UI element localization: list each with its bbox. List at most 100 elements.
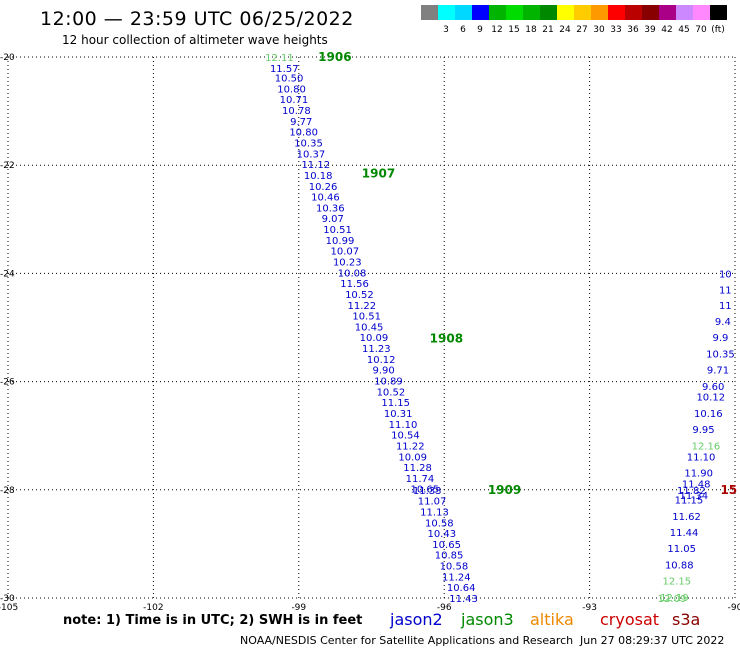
wave-height-point: 9.4: [715, 317, 731, 328]
legend-label: 15: [508, 25, 520, 35]
legend-swatch: [489, 5, 506, 20]
units-note: note: 1) Time is in UTC; 2) SWH is in fe…: [63, 613, 363, 628]
wave-height-point: 10.18: [304, 171, 333, 182]
wave-height-point: 11: [719, 301, 732, 312]
legend-swatch: [421, 5, 438, 20]
wave-height-point: 10.26: [309, 182, 338, 193]
wave-height-point: 10.36: [316, 203, 345, 214]
y-tick-label: -28: [0, 486, 15, 496]
wave-height-point: 9.71: [707, 366, 729, 377]
wave-height-point: 9.77: [290, 117, 312, 128]
wave-height-point: 10.09: [360, 333, 389, 344]
legend-swatch: [557, 5, 574, 20]
wave-height-point: 10.71: [280, 95, 309, 106]
legend-label: 33: [610, 25, 622, 35]
satellite-label-cryosat: cryosat: [600, 610, 660, 629]
legend-swatch: [455, 5, 472, 20]
legend-label: 27: [576, 25, 588, 35]
wave-height-point: 11.56: [340, 279, 369, 290]
wave-height-point: 9.90: [372, 366, 394, 377]
wave-height-point: 11.22: [347, 301, 376, 312]
map-subtitle: 12 hour collection of altimeter wave hei…: [62, 33, 328, 47]
wave-height-point: 11.33: [413, 486, 442, 497]
wave-height-point: 10.58: [425, 518, 454, 529]
wave-height-point: 10.80: [289, 128, 318, 139]
legend-swatch: [472, 5, 489, 20]
wave-height-point: 10.51: [323, 225, 352, 236]
wave-height-point: 10: [719, 269, 732, 280]
legend-label: 70: [695, 25, 707, 35]
pass-number-label: 15: [720, 483, 737, 497]
legend-label: 21: [542, 25, 554, 35]
satellite-label-s3a: s3a: [672, 610, 701, 629]
wave-height-point: 10.85: [435, 551, 464, 562]
legend-swatch: [506, 5, 523, 20]
wave-height-point: 12.19: [660, 593, 689, 604]
wave-height-point: 12.15: [663, 577, 692, 588]
wave-height-point: 10.09: [398, 452, 427, 463]
wave-height-point: 10.08: [338, 268, 367, 279]
x-tick-label: -102: [143, 603, 163, 613]
wave-height-point: 12.09: [658, 594, 687, 605]
wave-height-point: 9.95: [692, 425, 714, 436]
x-tick-label: -96: [437, 603, 452, 613]
wave-height-point: 11.62: [672, 512, 701, 523]
legend-label: 24: [559, 25, 571, 35]
wave-height-point: 10.52: [345, 290, 374, 301]
legend-label: 9: [477, 25, 483, 35]
wave-height-point: 10.54: [391, 431, 420, 442]
y-tick-label: -20: [0, 53, 15, 63]
x-tick-label: -90: [728, 603, 740, 613]
wave-height-point: 11.05: [667, 544, 696, 555]
legend-label: 18: [525, 25, 537, 35]
y-tick-label: -30: [0, 594, 15, 604]
wave-height-point: 10.35: [706, 349, 735, 360]
wave-height-point: 11.28: [403, 463, 432, 474]
wave-height-point: 11.23: [362, 344, 391, 355]
y-tick-label: -22: [0, 161, 15, 171]
legend-label: 6: [460, 25, 466, 35]
legend-swatch: [540, 5, 557, 20]
y-tick-label: -24: [0, 269, 15, 279]
wave-height-point: 10.43: [427, 529, 456, 540]
wave-height-point: 9.07: [322, 214, 344, 225]
wave-height-point: 10.78: [282, 106, 311, 117]
x-tick-label: -105: [0, 603, 18, 613]
wave-height-point: 11.22: [396, 441, 425, 452]
wave-height-point: 10.99: [326, 236, 355, 247]
satellite-label-jason3: jason3: [461, 610, 514, 629]
legend-swatch: [625, 5, 642, 20]
footer-credit: NOAA/NESDIS Center for Satellite Applica…: [240, 634, 574, 647]
x-tick-label: -99: [291, 603, 306, 613]
wave-height-point: 10.31: [384, 409, 413, 420]
legend-swatch: [574, 5, 591, 20]
satellite-label-altika: altika: [530, 610, 574, 629]
wave-height-point: 11: [719, 286, 732, 297]
wave-height-point: 11.13: [420, 507, 449, 518]
wave-height-point: 11.43: [449, 594, 478, 605]
legend-swatch: [693, 5, 710, 20]
wave-height-point: 11.15: [381, 398, 410, 409]
wave-height-point: 10.52: [377, 387, 406, 398]
legend-swatch: [710, 5, 727, 20]
wave-height-point: 11.12: [301, 160, 330, 171]
legend-swatch: [659, 5, 676, 20]
x-tick-label: -93: [582, 603, 597, 613]
wave-height-point: 10.89: [374, 377, 403, 388]
legend-swatch: [642, 5, 659, 20]
wave-height-point: 11.24: [442, 572, 471, 583]
wave-height-point: 11.07: [418, 497, 447, 508]
legend-swatch: [438, 5, 455, 20]
legend-swatch: [676, 5, 693, 20]
wave-height-point: 10.64: [447, 583, 476, 594]
wave-height-point: 10.80: [277, 84, 306, 95]
footer-timestamp: Jun 27 08:29:37 UTC 2022: [580, 634, 725, 647]
wave-height-values: 12.1111.5710.5010.8010.7110.789.7710.801…: [265, 53, 735, 605]
pass-number-label: 1908: [430, 331, 463, 345]
wave-height-point: 11.10: [687, 452, 716, 463]
wave-height-point: 11.82: [677, 486, 706, 497]
legend-label: 45: [678, 25, 690, 35]
wave-height-point: 10.37: [297, 149, 326, 160]
wave-height-point: 11.44: [670, 528, 699, 539]
legend-unit: (ft): [711, 25, 725, 35]
